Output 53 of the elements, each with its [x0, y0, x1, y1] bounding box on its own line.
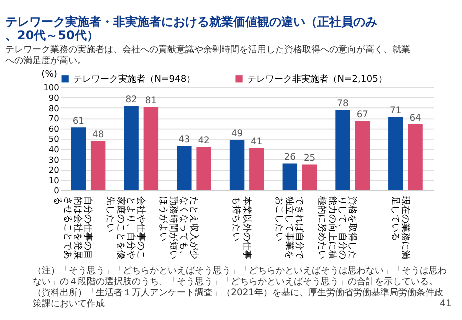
x-tick-label: できれば自分で独立して事業をおこしたい	[274, 196, 306, 260]
y-tick-label: 90	[48, 92, 60, 103]
y-tick-label: 50	[48, 134, 60, 144]
y-axis-title: (%)	[42, 68, 58, 80]
y-tick-label: 40	[48, 144, 60, 154]
bar	[71, 128, 86, 190]
bar	[177, 146, 192, 190]
legend-label: テレワーク非実施者（N=2,105）	[248, 74, 388, 85]
y-tick-label: 30	[48, 154, 60, 165]
bar	[355, 121, 370, 190]
bar	[336, 110, 350, 190]
data-label: 64	[410, 112, 422, 124]
y-tick-label: 70	[48, 114, 60, 124]
bar	[388, 117, 404, 190]
x-tick-label: 本業以外の仕事も持ちたい	[231, 196, 252, 260]
x-tick-label: 会社や仕事のことより、自分や家庭のことを優先したい	[105, 196, 147, 260]
bar	[282, 164, 298, 190]
bar	[230, 140, 245, 190]
y-tick-label: 0	[54, 186, 60, 196]
data-label: 43	[178, 134, 190, 146]
legend-label: テレワーク実施者（N=948）	[74, 74, 196, 85]
y-tick-label: 20	[48, 165, 60, 176]
x-tick-label: たとえ収入が少なくなっても、勤務時間が短いほうがよい	[158, 196, 200, 260]
data-label: 78	[337, 98, 350, 110]
bar	[144, 107, 159, 190]
data-label: 26	[284, 152, 296, 164]
text: 41	[440, 298, 452, 310]
x-tick-label: 自分の仕事の目的は会社を発展させることである	[52, 196, 94, 260]
text: （注）「そう思う」「どちらかといえばそう思う」「どちらかといえばそうは思わない」「そうは思わない」の４段階の選択肢のうち、「そう思う」「どちらかといえばそう思う」の合計を示している。	[33, 265, 448, 288]
data-label: 41	[251, 136, 263, 148]
y-tick-label: 100	[44, 82, 60, 93]
data-label: 71	[390, 106, 402, 117]
y-tick-label: 60	[48, 124, 60, 134]
data-label: 42	[198, 136, 210, 147]
data-label: 81	[145, 95, 158, 106]
chart-subtitle: テレワーク業務の実施者は、会社への貢献意識や余剰時間を活用した資格取得への意向が高く、就業への満足度が高い。	[6, 44, 411, 66]
bar	[408, 124, 423, 190]
bar	[196, 147, 212, 190]
x-tick-label: 現在の業務に満足している	[390, 196, 411, 260]
bar	[90, 141, 106, 190]
data-label: 25	[304, 153, 316, 164]
bar	[124, 106, 139, 190]
y-tick-label: 80	[48, 103, 60, 114]
data-label: 82	[126, 94, 138, 106]
data-label: 48	[92, 129, 104, 140]
data-label: 61	[72, 116, 85, 127]
data-label: 49	[231, 128, 244, 140]
data-label: 67	[356, 110, 369, 121]
y-tick-label: 10	[48, 175, 60, 186]
chart-title: テレワーク実施者・非実施者における就業価値観の違い（正社員のみ、20代～50代）	[6, 14, 378, 43]
bar	[250, 148, 264, 190]
bar	[302, 164, 318, 190]
x-tick-label: 資格を取得したりして、自分の能力の向上に積極的に努めたい	[316, 196, 358, 260]
